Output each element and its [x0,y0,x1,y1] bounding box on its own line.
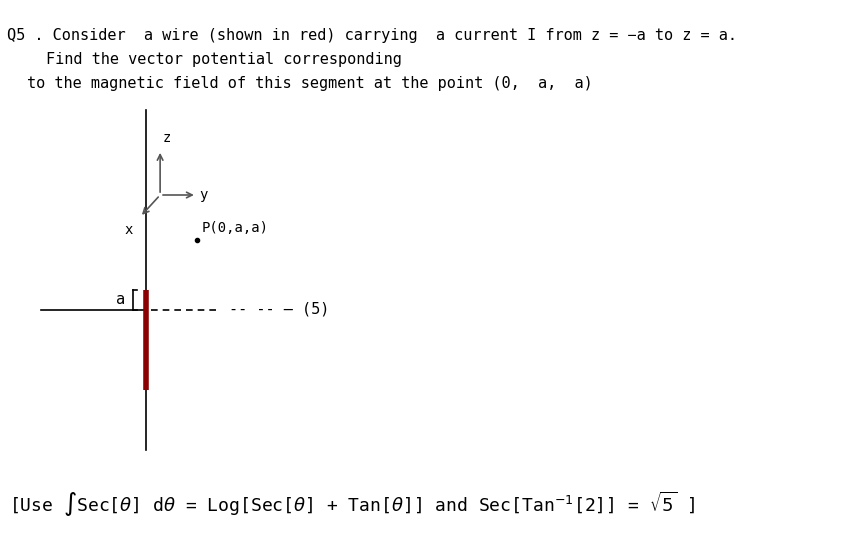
Text: P(0,a,a): P(0,a,a) [201,221,268,235]
Text: [Use $\int$Sec[$\theta$] d$\theta$ = Log[Sec[$\theta$] + Tan[$\theta$]] and Sec[: [Use $\int$Sec[$\theta$] d$\theta$ = Log… [9,490,695,519]
Text: Find the vector potential corresponding: Find the vector potential corresponding [45,52,401,67]
Text: y: y [199,188,208,202]
Text: Q5 . Consider  a wire (shown in red) carrying  a current I from z = −a to z = a.: Q5 . Consider a wire (shown in red) carr… [8,28,737,43]
Text: x: x [124,223,133,237]
Text: -- -- – (5): -- -- – (5) [229,302,329,317]
Text: z: z [163,131,171,145]
Text: a: a [116,292,125,307]
Text: to the magnetic field of this segment at the point (0,  a,  a): to the magnetic field of this segment at… [27,76,593,91]
